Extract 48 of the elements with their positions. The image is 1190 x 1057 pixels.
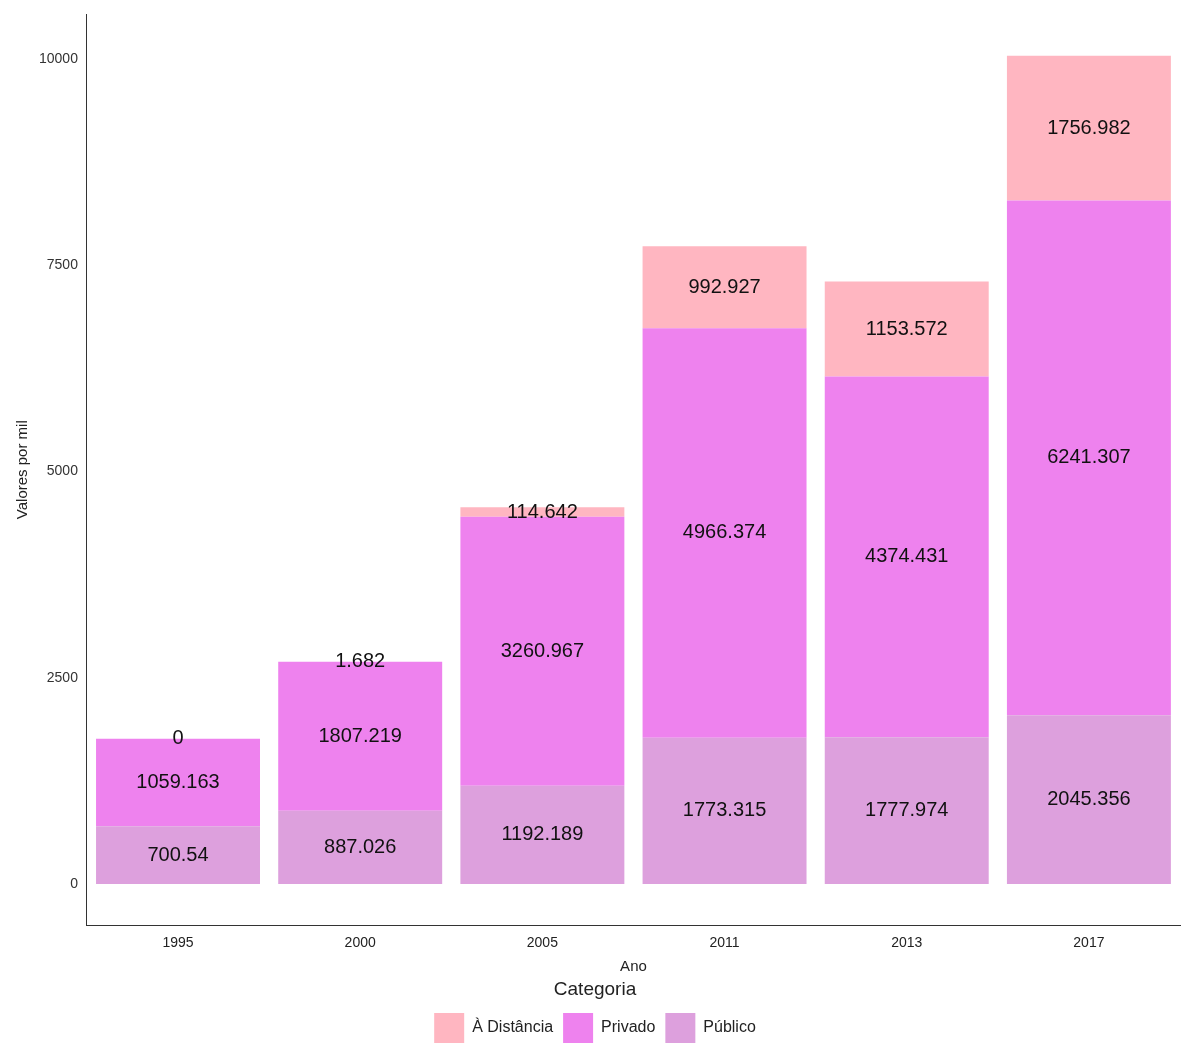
bar [824,737,989,884]
bar [278,810,443,884]
bar [642,737,807,884]
bar [642,246,807,329]
data-label: 4966.374 [682,520,767,543]
data-label: 1153.572 [865,316,948,339]
data-label: 1192.189 [501,822,584,845]
bar [96,826,260,884]
data-label: 1773.315 [682,798,767,821]
data-label: 3260.967 [500,638,585,661]
data-label: 700.54 [147,842,209,865]
y-axis-title: Valores por mil [13,420,31,520]
data-label: 1059.163 [136,770,220,793]
data-label: 1.682 [335,649,386,672]
bar [460,785,625,884]
bar [1006,200,1171,716]
x-axis-title: Ano [620,957,647,975]
data-label: 1756.982 [1047,115,1131,138]
y-tick-label: 10000 [38,50,79,67]
y-tick-label: 7500 [46,256,79,273]
data-label: 992.927 [688,274,761,297]
data-label: 887.026 [324,834,397,857]
x-tick-label: 2000 [344,933,376,950]
data-label: 114.642 [506,499,578,522]
x-tick-label: 2011 [709,933,740,950]
x-tick-label: 2005 [526,933,559,950]
bar [642,328,807,738]
x-tick-label: 2017 [1073,933,1105,950]
data-label: 6241.307 [1047,445,1131,468]
data-label: 4374.431 [865,544,949,567]
bar [1006,55,1171,201]
data-label: 1807.219 [318,723,402,746]
legend-title: Categoria [553,977,637,999]
y-tick-label: 5000 [46,462,79,479]
data-label: 1777.974 [865,798,949,821]
data-label: 0 [172,726,184,749]
legend-label: Público [703,1018,756,1036]
data-label: 2045.356 [1047,787,1131,810]
y-tick-label: 0 [70,874,79,891]
bar [460,516,625,786]
bar [1006,715,1171,884]
bar [824,376,989,738]
y-tick-label: 2500 [46,668,79,685]
legend-label: À Distância [472,1017,554,1036]
x-tick-label: 2013 [891,933,923,950]
bar [824,281,989,377]
x-tick-label: 1995 [162,933,194,950]
legend-label: Privado [601,1018,656,1036]
